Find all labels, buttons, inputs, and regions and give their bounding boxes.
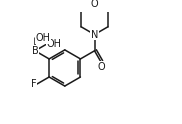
Text: N: N [91, 30, 98, 40]
Text: O: O [97, 62, 105, 72]
Text: B: B [32, 46, 38, 56]
Text: OH: OH [35, 33, 50, 43]
Text: F: F [31, 79, 37, 89]
Text: OH: OH [46, 39, 61, 49]
Text: O: O [91, 0, 98, 9]
